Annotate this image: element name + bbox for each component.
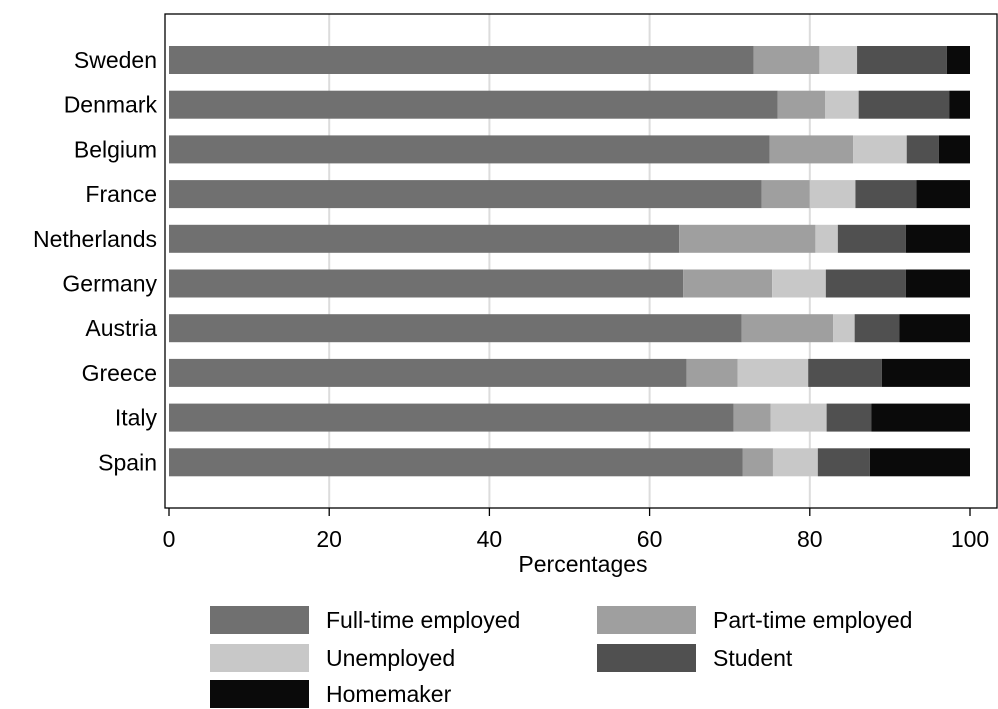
bar-segment [772, 269, 826, 298]
bar-segment [871, 403, 970, 432]
bar-segment [854, 314, 900, 343]
bar-segment [817, 448, 870, 477]
legend-label: Homemaker [326, 681, 452, 707]
bar-segment [733, 403, 771, 432]
x-tick-label: 100 [951, 526, 989, 552]
legend-swatch [210, 644, 309, 672]
category-label: France [85, 181, 157, 207]
bar-segment [753, 46, 820, 74]
bar-segment [686, 358, 738, 387]
x-tick-label: 0 [163, 526, 176, 552]
bar-segment [169, 224, 680, 253]
bar-segment [855, 180, 917, 209]
legend-swatch [210, 680, 309, 708]
legend-label: Student [713, 645, 793, 671]
bar-segment [769, 135, 854, 164]
bar-segment [833, 314, 855, 343]
bar-segment [169, 90, 778, 119]
bar-segment [857, 46, 947, 74]
bar-segment [741, 314, 834, 343]
category-label: Belgium [74, 136, 157, 162]
bar-segment [772, 448, 818, 477]
x-tick-label: 20 [316, 526, 342, 552]
category-labels: Sweden Denmark Belgium France Netherlands Ger… [33, 47, 158, 475]
bar-segment [825, 90, 859, 119]
bar-segment [808, 358, 882, 387]
bar-segment [169, 314, 742, 343]
bar-segment [906, 135, 939, 164]
x-axis-ticks: 0 20 40 60 80 100 [163, 508, 989, 552]
legend-label: Full-time employed [326, 607, 520, 633]
bar-segment [949, 90, 970, 119]
category-label: Italy [115, 405, 158, 431]
legend-label: Unemployed [326, 645, 455, 671]
bar-segment [169, 135, 770, 164]
bar-segment [819, 46, 858, 74]
bar-segment [169, 46, 754, 74]
bar-segment [825, 269, 906, 298]
bar-segment [777, 90, 826, 119]
plot-frame [164, 13, 998, 509]
bar-segment [679, 224, 816, 253]
bar-segment [809, 180, 856, 209]
bars [169, 46, 970, 477]
bar-segment [761, 180, 810, 209]
bar-segment [858, 90, 950, 119]
bar-segment [916, 180, 970, 209]
x-tick-label: 80 [797, 526, 823, 552]
bar-segment [881, 358, 970, 387]
bar-segment [742, 448, 773, 477]
category-label: Netherlands [33, 226, 157, 252]
legend-swatch [597, 644, 696, 672]
bar-segment [169, 403, 734, 432]
bar-segment [815, 224, 838, 253]
legend-label: Part-time employed [713, 607, 912, 633]
bar-segment [837, 224, 906, 253]
x-axis-title: Percentages [518, 551, 647, 577]
bar-segment [737, 358, 809, 387]
bar-segment [905, 224, 970, 253]
bar-segment [169, 269, 684, 298]
legend-swatch [597, 606, 696, 634]
category-label: Sweden [74, 47, 157, 73]
legend-swatch [210, 606, 309, 634]
bar-segment [169, 448, 743, 477]
bar-segment [770, 403, 827, 432]
bar-segment [905, 269, 970, 298]
x-tick-label: 60 [637, 526, 663, 552]
bar-segment [826, 403, 872, 432]
bar-segment [169, 180, 762, 209]
bar-segment [938, 135, 970, 164]
bar-segment [169, 358, 687, 387]
category-label: Greece [82, 360, 157, 386]
category-label: Germany [62, 271, 157, 297]
bar-segment [869, 448, 970, 477]
bar-segment [683, 269, 773, 298]
bar-segment [899, 314, 970, 343]
category-label: Austria [85, 315, 157, 341]
bar-segment [853, 135, 907, 164]
category-label: Denmark [64, 92, 158, 118]
legend: Full-time employed Part-time employed Unem… [210, 606, 912, 708]
category-label: Spain [98, 449, 157, 475]
x-tick-label: 40 [477, 526, 503, 552]
bar-segment [946, 46, 970, 74]
